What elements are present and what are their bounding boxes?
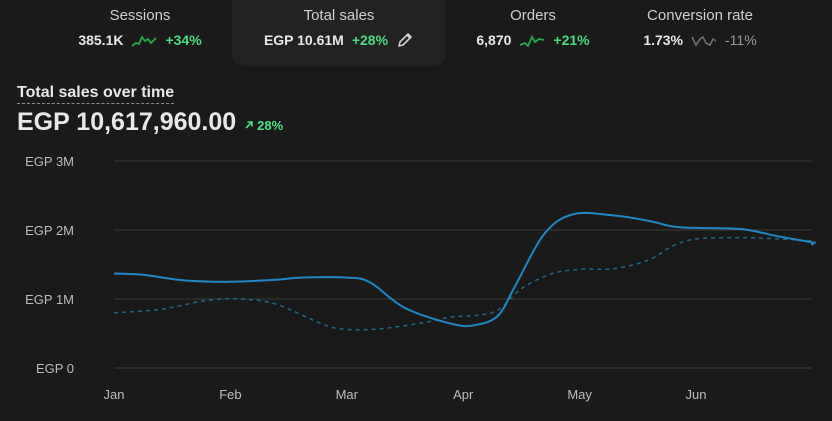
arrow-up-right-icon bbox=[245, 121, 253, 129]
metric-value: 385.1K bbox=[78, 32, 124, 48]
metric-change: +34% bbox=[165, 32, 202, 48]
x-tick-label: Jan bbox=[104, 387, 125, 402]
metric-label: Total sales bbox=[303, 7, 375, 24]
metric-change: +21% bbox=[553, 32, 590, 48]
metric-value: 1.73% bbox=[643, 32, 684, 48]
metric-orders[interactable]: Orders 6,870 +21% bbox=[456, 0, 610, 66]
metric-value: EGP 10.61M bbox=[263, 32, 344, 48]
total-sales-change-value: 28% bbox=[257, 117, 284, 133]
metric-conversion-rate[interactable]: Conversion rate 1.73% -11% bbox=[622, 0, 778, 66]
trend-sparkline-icon bbox=[520, 35, 545, 48]
current-period-line bbox=[113, 211, 816, 328]
metric-value: 6,870 bbox=[476, 32, 512, 48]
metric-total-sales[interactable]: Total sales EGP 10.61M +28% bbox=[232, 0, 446, 66]
y-tick-label: EGP 1M bbox=[25, 292, 74, 307]
metrics-bar: Sessions 385.1K +34% Total sales EGP 10.… bbox=[0, 0, 832, 66]
metric-sessions[interactable]: Sessions 385.1K +34% bbox=[60, 0, 220, 66]
pencil-icon[interactable] bbox=[396, 31, 414, 49]
metric-change: +28% bbox=[351, 32, 389, 48]
chart-title[interactable]: Total sales over time bbox=[17, 84, 175, 104]
sales-line-chart: EGP 0 EGP 1M EGP 2M EGP 3M Jan Feb Mar Apr May Ju… bbox=[25, 154, 817, 402]
trend-sparkline-icon bbox=[691, 35, 717, 47]
x-tick-label: Apr bbox=[453, 387, 474, 402]
x-tick-label: May bbox=[567, 387, 592, 402]
metric-label: Conversion rate bbox=[647, 7, 753, 24]
x-tick-label: Jun bbox=[686, 387, 707, 402]
y-tick-label: EGP 2M bbox=[25, 223, 74, 238]
total-sales-change: 28% bbox=[244, 118, 283, 133]
comparison-period-line bbox=[113, 236, 817, 331]
trend-sparkline-icon bbox=[131, 35, 158, 47]
y-tick-label: EGP 0 bbox=[36, 361, 74, 376]
x-tick-label: Feb bbox=[219, 387, 241, 402]
total-sales-value: EGP 10,617,960.00 bbox=[17, 108, 237, 136]
metric-label: Sessions bbox=[109, 7, 171, 24]
metric-label: Orders bbox=[510, 7, 556, 24]
y-tick-label: EGP 3M bbox=[25, 154, 74, 169]
metric-change: -11% bbox=[725, 32, 757, 48]
x-tick-label: Mar bbox=[336, 387, 359, 402]
